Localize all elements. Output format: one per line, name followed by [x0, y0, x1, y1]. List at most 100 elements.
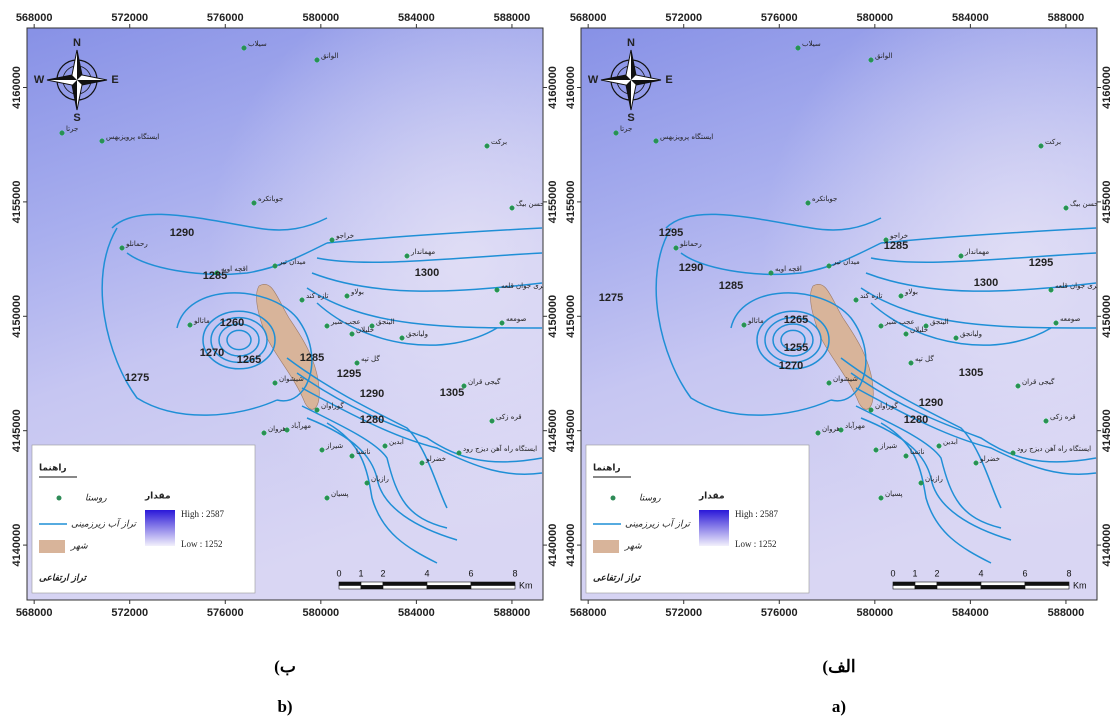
village-label: گیجی قران [468, 377, 501, 386]
scale-label: 4 [978, 568, 983, 578]
x-coord-label: 584000 [952, 12, 989, 24]
y-coord-label: 4145000 [565, 409, 577, 452]
scale-label: 2 [934, 568, 939, 578]
village-label: خراجو [889, 232, 908, 240]
village-label: گل تپه [361, 354, 380, 363]
village-dot [1039, 144, 1043, 148]
village-label: خضرلو [425, 455, 446, 463]
x-coord-label: 580000 [302, 607, 339, 619]
village-dot [500, 321, 504, 325]
y-coord-label: 4145000 [1101, 409, 1113, 452]
village-dot [839, 428, 843, 432]
village-dot [919, 481, 923, 485]
scale-segment [427, 586, 471, 590]
village-dot [325, 324, 329, 328]
village-dot [614, 131, 618, 135]
scale-segment [383, 586, 427, 590]
contour-label: 1295 [659, 227, 683, 239]
village-dot [285, 428, 289, 432]
village-label: الینجق [376, 318, 395, 326]
village-label: میدان تیر [278, 258, 306, 266]
y-coord-label: 4155000 [11, 180, 23, 223]
x-coord-label: 576000 [761, 607, 798, 619]
compass-letter: E [665, 74, 672, 86]
compass-letter: S [73, 112, 80, 124]
village-dot [485, 144, 489, 148]
village-label: رحمانلو [679, 240, 702, 248]
village-label: سیلاب [802, 40, 821, 48]
legend-village-symbol [611, 496, 616, 501]
legend-label: Low : 1252 [735, 539, 777, 549]
contour-label: 1255 [784, 342, 808, 354]
scale-segment [471, 582, 515, 586]
village-label: گوراوان [321, 401, 344, 410]
village-dot [954, 336, 958, 340]
scale-segment [981, 586, 1025, 590]
village-label: پسیان [885, 490, 903, 498]
contour-label: 1290 [360, 388, 384, 400]
village-label: قره زکی [1050, 413, 1076, 421]
x-coord-label: 588000 [494, 607, 531, 619]
contour-label: 1275 [599, 292, 623, 304]
village-dot [1016, 384, 1020, 388]
x-coord-label: 580000 [856, 607, 893, 619]
y-coord-label: 4145000 [547, 409, 559, 452]
village-dot [320, 448, 324, 452]
scale-segment [893, 586, 915, 590]
village-label: شیراز [879, 442, 897, 450]
village-label: شیشوان [833, 375, 858, 383]
village-label: قره زکی [496, 413, 522, 421]
x-coord-label: 576000 [207, 607, 244, 619]
village-label: رحمانلو [125, 240, 148, 248]
legend-label: High : 2587 [735, 509, 779, 519]
village-label: برکت [1045, 138, 1061, 146]
village-dot [874, 448, 878, 452]
legend-label: روستا [85, 494, 107, 504]
village-dot [330, 238, 334, 242]
legend-label: High : 2587 [181, 509, 225, 519]
contour-label: 1280 [904, 414, 928, 426]
y-coord-label: 4160000 [547, 66, 559, 109]
village-dot [1049, 288, 1053, 292]
village-label: تازه کند [860, 292, 883, 300]
contour-label: 1270 [779, 360, 803, 372]
village-label: الینجق [930, 318, 949, 326]
village-dot [899, 294, 903, 298]
village-label: تازه کند [306, 292, 329, 300]
village-dot [796, 46, 800, 50]
y-coord-label: 4140000 [1101, 524, 1113, 567]
village-label: ایستگاه پرویزبهس [106, 132, 159, 141]
village-label: جرتا [620, 125, 632, 133]
village-dot [400, 336, 404, 340]
scale-label: 4 [424, 568, 429, 578]
village-label: ناتسا [910, 448, 924, 456]
x-coord-label: 572000 [665, 12, 702, 24]
scale-segment [1025, 586, 1069, 590]
contour-label: 1295 [337, 368, 361, 380]
scale-unit: Km [1073, 580, 1087, 590]
legend-label: تراز ارتفاعی [39, 573, 87, 584]
village-dot [365, 481, 369, 485]
village-label: ایستگاه پرویزبهس [660, 132, 713, 141]
contour-label: 1265 [237, 354, 261, 366]
village-dot [300, 298, 304, 302]
village-label: خضرلو [979, 455, 1000, 463]
village-label: مهرآباد [845, 421, 865, 430]
y-coord-label: 4140000 [547, 524, 559, 567]
scale-segment [339, 586, 361, 590]
village-dot [654, 139, 658, 143]
scale-segment [937, 586, 981, 590]
x-coord-label: 568000 [16, 12, 53, 24]
contour-label: 1295 [1029, 257, 1053, 269]
scale-label: 8 [1066, 568, 1071, 578]
contour-label: 1260 [220, 317, 244, 329]
scale-label: 1 [912, 568, 917, 578]
x-coord-label: 568000 [16, 607, 53, 619]
village-label: خلیلان [356, 326, 374, 334]
village-label: ناتسا [356, 448, 370, 456]
village-dot [769, 271, 773, 275]
village-label: جوباتکره [812, 195, 837, 203]
panel-caption-en: a) [832, 697, 846, 716]
